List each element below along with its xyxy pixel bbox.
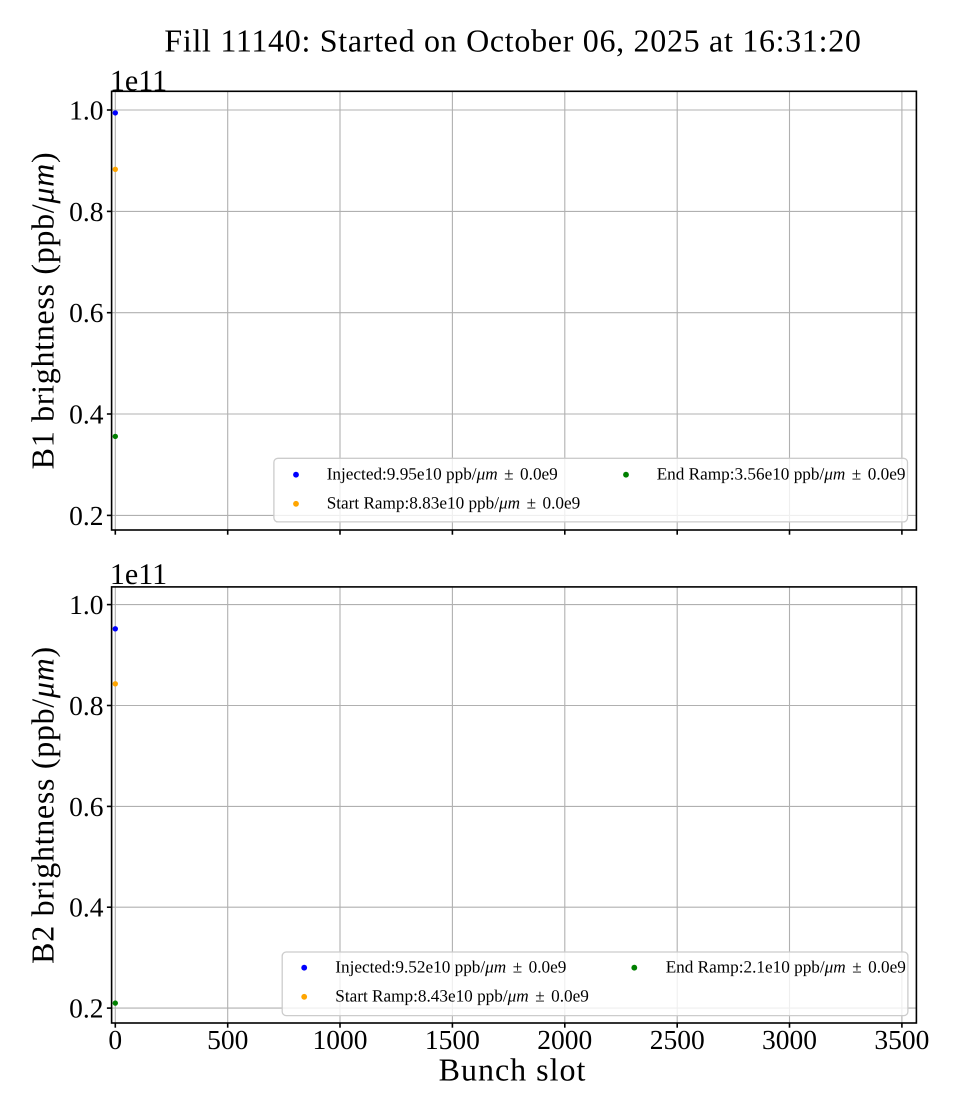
svg-text:1.0: 1.0 <box>69 589 103 620</box>
svg-text:1500: 1500 <box>425 1024 480 1055</box>
svg-text:0.6: 0.6 <box>69 297 103 328</box>
svg-text:Injected:9.52e10 ppb/μm ± 0.0e: Injected:9.52e10 ppb/μm ± 0.0e9 <box>335 957 566 976</box>
svg-text:1e11: 1e11 <box>110 558 167 591</box>
svg-text:1.0: 1.0 <box>69 95 103 126</box>
svg-text:B2 brightness (ppb/μm): B2 brightness (ppb/μm) <box>25 646 61 964</box>
svg-text:0.8: 0.8 <box>69 690 103 721</box>
svg-text:0.6: 0.6 <box>69 791 103 822</box>
svg-text:0.8: 0.8 <box>69 196 103 227</box>
svg-text:Bunch slot: Bunch slot <box>439 1052 587 1088</box>
svg-text:3000: 3000 <box>762 1024 817 1055</box>
svg-text:0.2: 0.2 <box>69 993 103 1024</box>
svg-text:Start Ramp:8.83e10 ppb/μm ± 0.: Start Ramp:8.83e10 ppb/μm ± 0.0e9 <box>327 493 581 512</box>
svg-text:0.4: 0.4 <box>69 399 104 430</box>
svg-text:End Ramp:3.56e10 ppb/μm ± 0.0e: End Ramp:3.56e10 ppb/μm ± 0.0e9 <box>657 464 906 483</box>
svg-text:Fill 11140: Started on October: Fill 11140: Started on October 06, 2025 … <box>164 23 861 59</box>
svg-text:1000: 1000 <box>313 1024 368 1055</box>
svg-text:0.4: 0.4 <box>69 892 104 923</box>
svg-text:0: 0 <box>108 1024 122 1055</box>
svg-text:2000: 2000 <box>537 1024 592 1055</box>
svg-text:Injected:9.95e10 ppb/μm ± 0.0e: Injected:9.95e10 ppb/μm ± 0.0e9 <box>327 464 558 483</box>
svg-text:2500: 2500 <box>650 1024 705 1055</box>
svg-text:3500: 3500 <box>874 1024 929 1055</box>
svg-text:500: 500 <box>207 1024 248 1055</box>
svg-text:B1 brightness (ppb/μm): B1 brightness (ppb/μm) <box>25 152 61 470</box>
svg-text:Start Ramp:8.43e10 ppb/μm ± 0.: Start Ramp:8.43e10 ppb/μm ± 0.0e9 <box>335 986 589 1005</box>
svg-text:End Ramp:2.1e10 ppb/μm ± 0.0e9: End Ramp:2.1e10 ppb/μm ± 0.0e9 <box>666 957 906 976</box>
svg-text:0.2: 0.2 <box>69 500 103 531</box>
svg-text:1e11: 1e11 <box>110 65 167 98</box>
